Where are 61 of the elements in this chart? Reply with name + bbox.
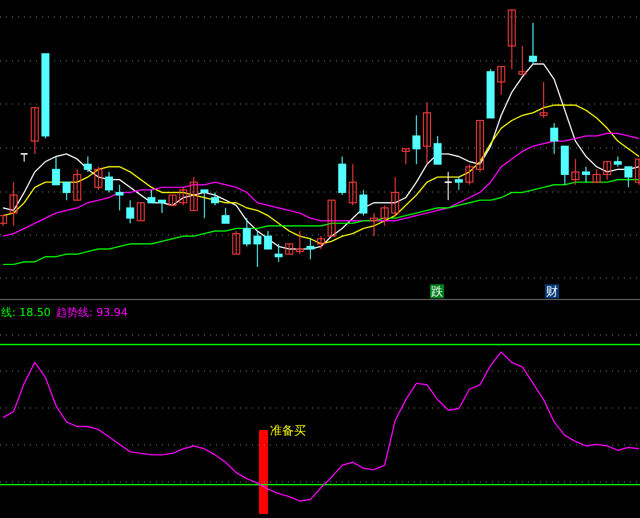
candlestick	[454, 176, 463, 190]
candlestick	[264, 230, 272, 250]
candlestick	[550, 122, 558, 154]
candlestick	[518, 45, 526, 75]
candlestick	[52, 156, 60, 186]
candlestick	[253, 230, 262, 268]
candlestick	[317, 236, 325, 250]
candlestick	[158, 200, 166, 214]
candlestick	[0, 215, 7, 226]
candlestick	[20, 153, 28, 162]
candlestick	[222, 207, 230, 224]
candlestick	[211, 192, 219, 206]
candlestick	[296, 230, 304, 255]
candlestick	[94, 166, 102, 190]
candlestick	[592, 168, 601, 183]
candlestick	[540, 81, 548, 118]
candlestick	[370, 212, 378, 237]
candlestick	[497, 66, 506, 96]
candlestick	[348, 164, 357, 206]
candlestick	[582, 166, 590, 183]
candlestick	[168, 194, 177, 206]
candlestick	[571, 158, 580, 186]
candlestick	[147, 189, 156, 204]
candlestick	[391, 176, 400, 216]
candlestick	[434, 135, 442, 165]
candlestick	[10, 182, 18, 226]
candlestick	[200, 189, 208, 219]
candlestick	[402, 148, 410, 165]
candlestick	[328, 200, 336, 237]
candlestick	[126, 200, 134, 224]
candlestick	[423, 102, 431, 165]
candlestick	[274, 243, 283, 262]
candlestick	[242, 218, 251, 247]
candlestick	[476, 120, 484, 172]
annotation: 准备买	[270, 423, 306, 438]
candlestick	[614, 156, 622, 168]
candlestick	[62, 182, 71, 201]
candlestick	[105, 171, 113, 193]
candlestick	[73, 168, 82, 201]
candlestick	[529, 22, 537, 64]
candlestick	[30, 107, 39, 154]
candlestick	[190, 176, 198, 211]
candlestick	[232, 230, 240, 255]
text: 财	[546, 284, 558, 298]
candlestick	[624, 166, 632, 188]
text: 线: 18.50	[1, 306, 51, 320]
candlestick	[465, 164, 474, 186]
candlestick	[306, 238, 314, 260]
candlestick	[359, 189, 368, 216]
candlestick	[116, 184, 124, 211]
candlestick	[508, 10, 516, 70]
candlestick	[412, 114, 420, 165]
candlestick	[603, 161, 612, 180]
text: 趋势线: 93.94	[56, 306, 128, 320]
candlestick	[84, 156, 92, 172]
candlestick	[136, 202, 145, 222]
candlestick	[179, 186, 188, 206]
text: 跌	[431, 284, 443, 298]
candlestick	[444, 171, 452, 201]
candlestick	[285, 243, 294, 255]
candlestick	[380, 204, 389, 226]
